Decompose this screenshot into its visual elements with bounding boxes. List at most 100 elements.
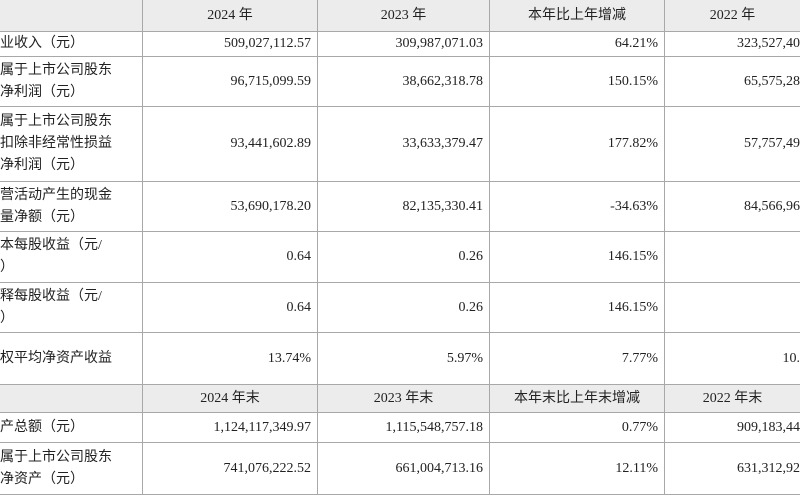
value-cell: 0.77% <box>490 413 665 443</box>
value-text: 38,662,318.78 <box>402 73 484 89</box>
value-cell: 741,076,222.52 <box>143 443 318 495</box>
header-text: 2024 年末 <box>200 390 260 406</box>
header-cell <box>0 385 143 413</box>
label-line: 属于上市公司股东 <box>0 114 112 129</box>
value-text: 65,575,28 <box>744 73 800 89</box>
value-text: 57,757,49 <box>744 136 800 151</box>
row-label: 属于上市公司股东 扣除非经常性损益 净利润（元） <box>0 107 143 182</box>
header-text: 2022 年末 <box>702 390 763 406</box>
value-cell: 93,441,602.89 <box>143 107 318 182</box>
value-cell <box>665 232 800 283</box>
label-line: 营活动产生的现金 <box>0 187 112 203</box>
value-cell: 38,662,318.78 <box>318 57 490 107</box>
header-cell: 2024 年末 <box>143 385 318 413</box>
value-text: 5.97% <box>446 350 483 366</box>
value-text: 0.77% <box>621 419 658 435</box>
value-cell: 5.97% <box>318 333 490 385</box>
value-cell: 12.11% <box>490 443 665 495</box>
header-cell: 2024 年 <box>143 0 318 32</box>
label-line: 权平均净资产收益 <box>0 350 112 366</box>
value-cell: 7.77% <box>490 333 665 385</box>
header-text: 2023 年 <box>380 7 427 23</box>
label-line: ） <box>0 310 14 326</box>
label-line: 量净额（元） <box>0 209 84 225</box>
header-cell: 本年比上年增减 <box>490 0 665 32</box>
header-cell: 2023 年 <box>318 0 490 32</box>
label-line: ） <box>0 260 14 275</box>
value-text: 509,027,112.57 <box>224 36 311 51</box>
value-text: 64.21% <box>614 36 658 51</box>
label-line: 净利润（元） <box>0 84 84 100</box>
value-text: 177.82% <box>607 136 658 151</box>
header-cell <box>0 0 143 32</box>
value-cell: 10. <box>665 333 800 385</box>
value-cell: 631,312,92 <box>665 443 800 495</box>
value-text: 146.15% <box>607 249 658 264</box>
row-label: 营活动产生的现金 量净额（元） <box>0 182 143 232</box>
value-text: 661,004,713.16 <box>395 460 484 476</box>
header-text: 2023 年末 <box>373 390 434 406</box>
value-text: 96,715,099.59 <box>230 73 312 89</box>
label-line: 本每股收益（元/ <box>0 238 102 253</box>
value-text: 82,135,330.41 <box>402 198 484 214</box>
value-cell: 64.21% <box>490 32 665 57</box>
value-cell: 0.26 <box>318 283 490 333</box>
header-cell: 本年末比上年末增减 <box>490 385 665 413</box>
value-cell: 509,027,112.57 <box>143 32 318 57</box>
value-cell: 1,115,548,757.18 <box>318 413 490 443</box>
label-line: 净资产（元） <box>0 471 84 487</box>
value-cell: 84,566,96 <box>665 182 800 232</box>
value-cell: 150.15% <box>490 57 665 107</box>
value-cell: 0.64 <box>143 232 318 283</box>
value-text: 13.74% <box>267 350 311 366</box>
value-cell: 65,575,28 <box>665 57 800 107</box>
value-text: 1,124,117,349.97 <box>213 419 311 435</box>
value-cell: 82,135,330.41 <box>318 182 490 232</box>
value-text: 0.64 <box>286 299 312 315</box>
value-text: 146.15% <box>607 299 658 315</box>
row-label: 业收入（元） <box>0 32 143 57</box>
value-text: 33,633,379.47 <box>402 136 484 151</box>
row-label: 权平均净资产收益 <box>0 333 143 385</box>
value-cell: 146.15% <box>490 283 665 333</box>
value-cell: 13.74% <box>143 333 318 385</box>
label-line: 产总额（元） <box>0 419 84 435</box>
header-cell: 2022 年 <box>665 0 800 32</box>
value-cell: 33,633,379.47 <box>318 107 490 182</box>
row-label: 本每股收益（元/ ） <box>0 232 143 283</box>
value-cell: 177.82% <box>490 107 665 182</box>
value-text: -34.63% <box>610 198 658 214</box>
value-text: 7.77% <box>621 350 658 366</box>
header-text: 本年比上年增减 <box>528 7 626 23</box>
value-text: 741,076,222.52 <box>223 460 312 476</box>
value-text: 53,690,178.20 <box>230 198 312 214</box>
value-cell: 0.64 <box>143 283 318 333</box>
value-cell: 309,987,071.03 <box>318 32 490 57</box>
value-text: 0.26 <box>458 249 484 264</box>
value-text: 323,527,40 <box>737 36 800 51</box>
row-label: 属于上市公司股东 净资产（元） <box>0 443 143 495</box>
value-cell: 323,527,40 <box>665 32 800 57</box>
value-text: 631,312,92 <box>737 460 800 476</box>
value-text: 84,566,96 <box>744 198 800 214</box>
value-text: 909,183,44 <box>737 419 800 435</box>
row-label: 释每股收益（元/ ） <box>0 283 143 333</box>
value-cell <box>665 283 800 333</box>
header-cell: 2022 年末 <box>665 385 800 413</box>
label-line: 释每股收益（元/ <box>0 288 102 304</box>
label-line: 净利润（元） <box>0 158 84 173</box>
value-text: 12.11% <box>615 460 658 476</box>
row-label: 属于上市公司股东 净利润（元） <box>0 57 143 107</box>
value-cell: 57,757,49 <box>665 107 800 182</box>
value-cell: 1,124,117,349.97 <box>143 413 318 443</box>
value-text: 0.26 <box>458 299 484 315</box>
value-text: 309,987,071.03 <box>395 36 484 51</box>
value-cell: 0.26 <box>318 232 490 283</box>
value-text: 10. <box>782 350 800 366</box>
header-text: 本年末比上年末增减 <box>514 390 640 406</box>
value-cell: 909,183,44 <box>665 413 800 443</box>
label-line: 属于上市公司股东 <box>0 449 112 465</box>
value-text: 0.64 <box>286 249 312 264</box>
label-line: 业收入（元） <box>0 36 84 51</box>
